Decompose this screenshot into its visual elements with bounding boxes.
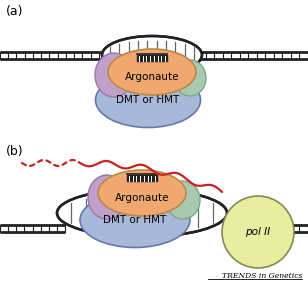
Ellipse shape xyxy=(88,175,126,219)
Ellipse shape xyxy=(95,72,201,128)
Ellipse shape xyxy=(108,49,196,95)
FancyBboxPatch shape xyxy=(137,55,167,61)
Text: Argonaute: Argonaute xyxy=(125,72,179,82)
Ellipse shape xyxy=(95,53,133,97)
Text: (a): (a) xyxy=(6,5,23,18)
Ellipse shape xyxy=(166,181,200,219)
FancyBboxPatch shape xyxy=(127,175,157,181)
Text: pol II: pol II xyxy=(245,227,270,237)
Text: DMT or HMT: DMT or HMT xyxy=(116,95,180,105)
Text: Argonaute: Argonaute xyxy=(115,193,169,203)
Ellipse shape xyxy=(222,196,294,268)
Text: DMT or HMT: DMT or HMT xyxy=(103,215,167,225)
Ellipse shape xyxy=(98,170,186,216)
Ellipse shape xyxy=(57,189,227,237)
Text: TRENDS in Genetics: TRENDS in Genetics xyxy=(222,272,302,280)
Ellipse shape xyxy=(102,36,202,74)
Ellipse shape xyxy=(174,60,206,96)
Text: (b): (b) xyxy=(6,145,24,158)
Ellipse shape xyxy=(80,193,190,247)
